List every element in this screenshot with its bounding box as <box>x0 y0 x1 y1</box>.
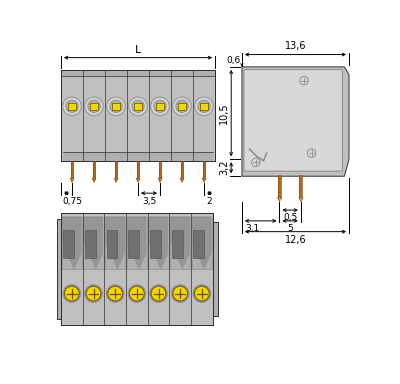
Circle shape <box>64 286 79 301</box>
Circle shape <box>176 100 188 113</box>
Circle shape <box>252 158 260 167</box>
Circle shape <box>129 97 147 116</box>
Bar <box>90 103 98 109</box>
Circle shape <box>110 100 122 113</box>
Circle shape <box>173 286 188 301</box>
Text: 3,5: 3,5 <box>142 197 156 206</box>
Circle shape <box>171 285 189 303</box>
Circle shape <box>85 97 103 116</box>
Circle shape <box>128 285 146 303</box>
Text: 3,1: 3,1 <box>245 224 259 233</box>
Bar <box>181 161 183 179</box>
FancyBboxPatch shape <box>244 70 342 171</box>
Circle shape <box>132 100 144 113</box>
Polygon shape <box>171 217 190 269</box>
Circle shape <box>107 97 125 116</box>
Bar <box>61 213 213 325</box>
Bar <box>107 230 118 258</box>
Bar <box>105 217 125 269</box>
Bar <box>156 103 164 109</box>
Text: L: L <box>135 45 141 55</box>
Circle shape <box>300 76 308 85</box>
Bar <box>170 217 190 269</box>
Bar <box>278 175 281 198</box>
Bar <box>57 219 61 319</box>
Bar <box>115 161 117 179</box>
Circle shape <box>151 286 166 301</box>
Circle shape <box>198 100 210 113</box>
Bar <box>62 217 82 269</box>
Text: 0,75: 0,75 <box>62 197 82 206</box>
Text: 5: 5 <box>287 224 293 233</box>
Text: 12,6: 12,6 <box>285 235 306 245</box>
Bar <box>61 70 215 76</box>
Bar <box>84 217 104 269</box>
Text: 13,6: 13,6 <box>285 41 306 51</box>
Circle shape <box>88 100 100 113</box>
Circle shape <box>154 100 166 113</box>
Bar <box>63 230 74 258</box>
Circle shape <box>194 286 209 301</box>
Circle shape <box>85 285 102 303</box>
Text: 0,6: 0,6 <box>226 56 240 65</box>
Circle shape <box>106 285 124 303</box>
Bar <box>85 230 96 258</box>
Circle shape <box>63 285 81 303</box>
Polygon shape <box>242 67 349 176</box>
Bar <box>150 230 161 258</box>
Bar <box>127 217 147 269</box>
Text: 2: 2 <box>207 197 212 206</box>
Polygon shape <box>149 217 168 269</box>
Polygon shape <box>84 217 103 269</box>
Bar <box>203 161 205 179</box>
Bar <box>213 222 218 316</box>
Bar <box>68 103 76 109</box>
Bar <box>112 103 120 109</box>
Bar <box>148 217 168 269</box>
Bar <box>299 175 302 198</box>
Circle shape <box>63 97 81 116</box>
Text: 10,5: 10,5 <box>219 102 229 124</box>
Circle shape <box>193 285 211 303</box>
Bar <box>137 161 139 179</box>
Bar <box>93 161 95 179</box>
Bar <box>61 70 215 161</box>
Polygon shape <box>128 217 146 269</box>
Circle shape <box>130 286 144 301</box>
Text: 3,2: 3,2 <box>219 160 229 175</box>
Polygon shape <box>106 217 124 269</box>
Circle shape <box>173 97 191 116</box>
Bar <box>200 103 208 109</box>
Circle shape <box>66 100 78 113</box>
Bar <box>178 103 186 109</box>
Bar <box>172 230 182 258</box>
Circle shape <box>108 286 122 301</box>
Bar <box>62 152 214 161</box>
Circle shape <box>195 97 213 116</box>
Circle shape <box>86 286 101 301</box>
Bar <box>134 103 142 109</box>
Circle shape <box>151 97 169 116</box>
Bar <box>71 161 73 179</box>
Polygon shape <box>192 217 211 269</box>
Bar <box>193 230 204 258</box>
Bar <box>192 217 212 269</box>
Bar <box>159 161 161 179</box>
Text: 0,5: 0,5 <box>283 213 297 222</box>
Circle shape <box>307 149 316 157</box>
Bar <box>128 230 139 258</box>
Circle shape <box>150 285 168 303</box>
Polygon shape <box>62 217 81 269</box>
